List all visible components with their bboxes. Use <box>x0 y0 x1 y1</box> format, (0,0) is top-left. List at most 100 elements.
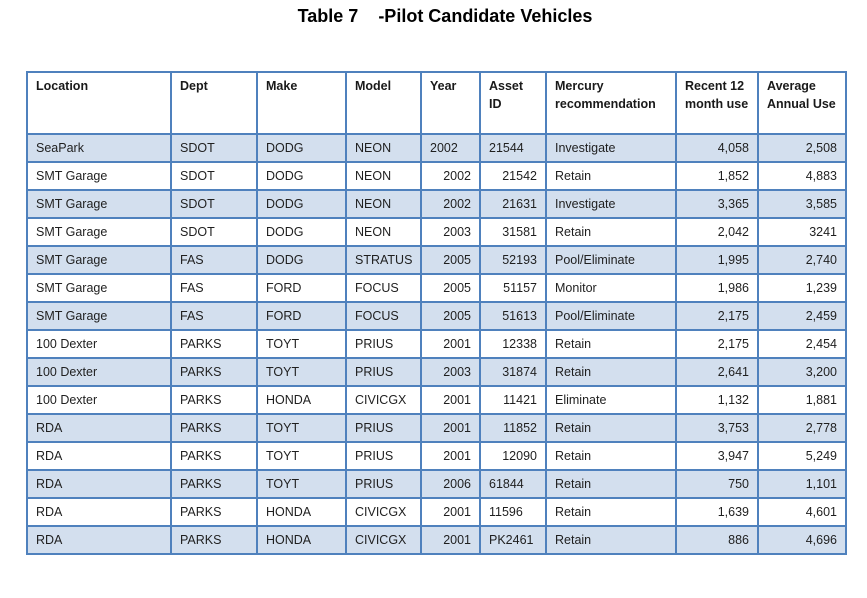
cell-average-annual-use: 1,881 <box>757 385 847 415</box>
header-mercury-recommendation: Mercury recommendation <box>545 71 677 135</box>
cell-average-annual-use: 3241 <box>757 217 847 247</box>
cell-location: SMT Garage <box>26 273 172 303</box>
cell-model: STRATUS <box>345 245 422 275</box>
cell-dept: PARKS <box>170 497 258 527</box>
cell-year: 2002 <box>420 189 481 219</box>
cell-make: DODG <box>256 189 347 219</box>
cell-recent-use: 4,058 <box>675 133 759 163</box>
cell-asset-id: PK2461 <box>479 525 547 555</box>
cell-make: FORD <box>256 301 347 331</box>
cell-recommendation: Retain <box>545 329 677 359</box>
cell-year: 2006 <box>420 469 481 499</box>
cell-recent-use: 1,986 <box>675 273 759 303</box>
cell-dept: PARKS <box>170 413 258 443</box>
cell-average-annual-use: 1,239 <box>757 273 847 303</box>
table-row: RDA PARKS TOYT PRIUS 2001 12090 Retain 3,947 5,2… <box>26 441 847 471</box>
cell-average-annual-use: 5,249 <box>757 441 847 471</box>
cell-year: 2002 <box>420 161 481 191</box>
cell-location: SMT Garage <box>26 301 172 331</box>
cell-model: NEON <box>345 189 422 219</box>
header-model: Model <box>345 71 422 135</box>
cell-model: FOCUS <box>345 273 422 303</box>
cell-model: PRIUS <box>345 357 422 387</box>
cell-make: DODG <box>256 245 347 275</box>
cell-dept: SDOT <box>170 133 258 163</box>
cell-asset-id: 11421 <box>479 385 547 415</box>
header-recent-use: Recent 12 month use <box>675 71 759 135</box>
cell-make: HONDA <box>256 497 347 527</box>
cell-recent-use: 1,639 <box>675 497 759 527</box>
cell-location: SeaPark <box>26 133 172 163</box>
cell-average-annual-use: 3,585 <box>757 189 847 219</box>
cell-model: NEON <box>345 161 422 191</box>
cell-asset-id: 61844 <box>479 469 547 499</box>
cell-location: RDA <box>26 469 172 499</box>
cell-year: 2001 <box>420 385 481 415</box>
cell-model: PRIUS <box>345 469 422 499</box>
header-asset-id: Asset ID <box>479 71 547 135</box>
cell-make: DODG <box>256 161 347 191</box>
cell-recommendation: Retain <box>545 441 677 471</box>
cell-location: RDA <box>26 413 172 443</box>
cell-recommendation: Investigate <box>545 133 677 163</box>
table-row: 100 Dexter PARKS HONDA CIVICGX 2001 11421 Elim… <box>26 385 847 415</box>
cell-dept: PARKS <box>170 469 258 499</box>
cell-make: TOYT <box>256 413 347 443</box>
cell-recommendation: Investigate <box>545 189 677 219</box>
cell-recommendation: Retain <box>545 469 677 499</box>
cell-average-annual-use: 2,459 <box>757 301 847 331</box>
header-row: Location Dept Make Model Year Asset ID M… <box>26 71 847 135</box>
cell-model: CIVICGX <box>345 525 422 555</box>
table-row: SMT Garage FAS DODG STRATUS 2005 52193 Pool/El… <box>26 245 847 275</box>
header-make: Make <box>256 71 347 135</box>
cell-model: FOCUS <box>345 301 422 331</box>
cell-year: 2002 <box>420 133 481 163</box>
table-row: RDA PARKS HONDA CIVICGX 2001 11596 Retain 1,639… <box>26 497 847 527</box>
cell-asset-id: 31581 <box>479 217 547 247</box>
cell-average-annual-use: 2,508 <box>757 133 847 163</box>
cell-year: 2005 <box>420 301 481 331</box>
table-row: SeaPark SDOT DODG NEON 2002 21544 Investigate 4… <box>26 133 847 163</box>
table-row: RDA PARKS HONDA CIVICGX 2001 PK2461 Retain 886 4… <box>26 525 847 555</box>
header-year: Year <box>420 71 481 135</box>
cell-asset-id: 21631 <box>479 189 547 219</box>
cell-year: 2001 <box>420 525 481 555</box>
table-row: SMT Garage SDOT DODG NEON 2002 21631 Investiga… <box>26 189 847 219</box>
table-row: SMT Garage FAS FORD FOCUS 2005 51613 Pool/Elim… <box>26 301 847 331</box>
cell-dept: FAS <box>170 301 258 331</box>
cell-recent-use: 886 <box>675 525 759 555</box>
cell-recent-use: 750 <box>675 469 759 499</box>
cell-recent-use: 1,852 <box>675 161 759 191</box>
cell-recommendation: Retain <box>545 217 677 247</box>
table-row: RDA PARKS TOYT PRIUS 2006 61844 Retain 750 1,101 <box>26 469 847 499</box>
header-dept: Dept <box>170 71 258 135</box>
cell-asset-id: 21544 <box>479 133 547 163</box>
cell-asset-id: 31874 <box>479 357 547 387</box>
cell-make: TOYT <box>256 441 347 471</box>
pilot-vehicles-table: Location Dept Make Model Year Asset ID M… <box>26 71 847 555</box>
cell-asset-id: 21542 <box>479 161 547 191</box>
cell-make: DODG <box>256 217 347 247</box>
cell-make: TOYT <box>256 469 347 499</box>
header-location: Location <box>26 71 172 135</box>
cell-model: NEON <box>345 217 422 247</box>
cell-dept: PARKS <box>170 441 258 471</box>
cell-average-annual-use: 3,200 <box>757 357 847 387</box>
cell-asset-id: 51613 <box>479 301 547 331</box>
cell-location: SMT Garage <box>26 245 172 275</box>
cell-average-annual-use: 4,883 <box>757 161 847 191</box>
cell-dept: PARKS <box>170 385 258 415</box>
cell-recommendation: Pool/Eliminate <box>545 245 677 275</box>
table-row: SMT Garage FAS FORD FOCUS 2005 51157 Monitor 1,… <box>26 273 847 303</box>
cell-asset-id: 11596 <box>479 497 547 527</box>
cell-location: RDA <box>26 441 172 471</box>
cell-dept: FAS <box>170 273 258 303</box>
cell-dept: PARKS <box>170 329 258 359</box>
table-row: 100 Dexter PARKS TOYT PRIUS 2003 31874 Retain 2… <box>26 357 847 387</box>
table-row: SMT Garage SDOT DODG NEON 2002 21542 Retain 1,8… <box>26 161 847 191</box>
cell-year: 2001 <box>420 413 481 443</box>
table-row: RDA PARKS TOYT PRIUS 2001 11852 Retain 3,753 2,7… <box>26 413 847 443</box>
table-title: Table 7 -Pilot Candidate Vehicles <box>297 6 593 26</box>
table-row: SMT Garage SDOT DODG NEON 2003 31581 Retain 2,0… <box>26 217 847 247</box>
cell-dept: FAS <box>170 245 258 275</box>
